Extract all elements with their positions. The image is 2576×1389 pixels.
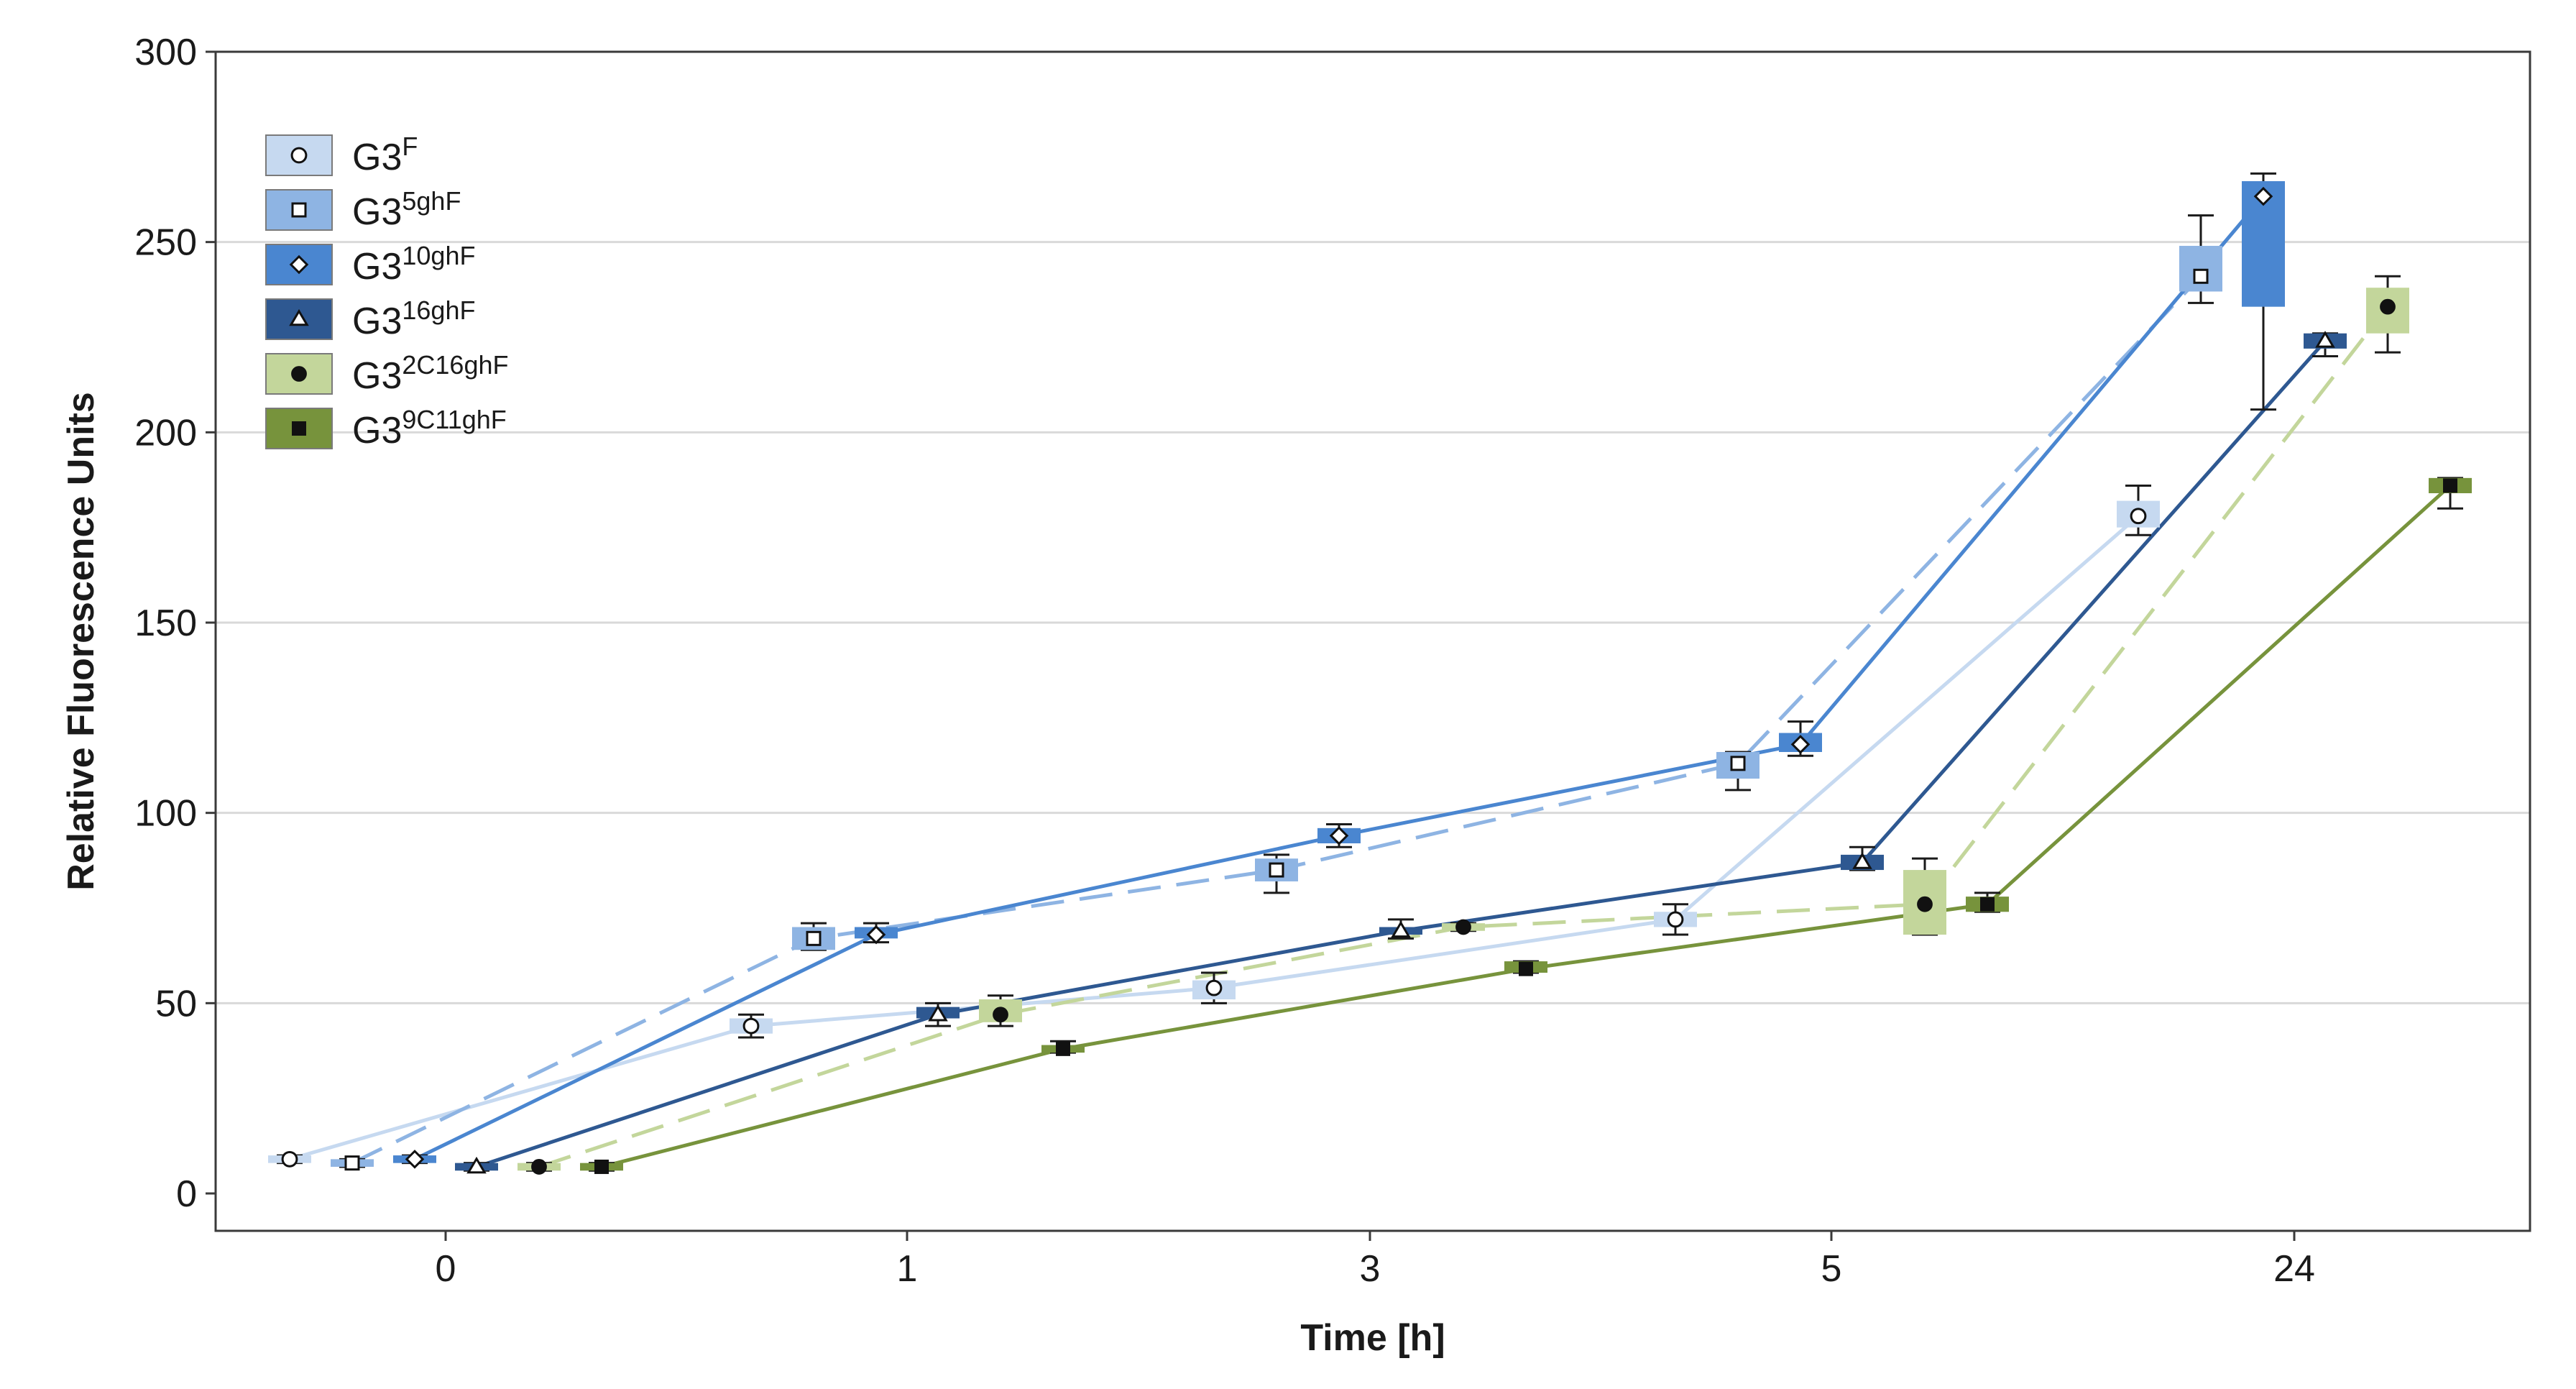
marker-10ghf-1 [866, 925, 886, 945]
series-line-9c11ghf [601, 484, 2452, 1169]
marker-2c16ghf-3 [1455, 919, 1471, 935]
marker-2c16ghf-0 [531, 1159, 547, 1175]
marker-10ghf-3 [1329, 826, 1349, 845]
y-tick-label-300: 300 [134, 32, 197, 73]
legend-marker-f [290, 147, 308, 164]
y-tick-label-150: 150 [134, 602, 197, 644]
series-boxes-16ghf [455, 331, 2347, 1174]
marker-9c11ghf-24 [2443, 478, 2457, 493]
y-axis-ticks: 0 50 100 150 200 250 300 [134, 32, 216, 1215]
marker-2c16ghf-5 [1917, 896, 1933, 912]
x-tick-label-5: 5 [1821, 1248, 1842, 1290]
legend-item-f: G3F [265, 132, 418, 178]
marker-f-5 [1667, 911, 1684, 928]
series-line-16ghf [476, 339, 2327, 1169]
y-tick-label-250: 250 [134, 222, 197, 264]
x-tick-label-24: 24 [2273, 1248, 2315, 1290]
marker-16ghf-3 [1391, 920, 1411, 938]
legend-item-9c11ghf: G39C11ghF [265, 405, 507, 451]
x-tick-label-1: 1 [897, 1248, 918, 1290]
legend-item-2c16ghf: G32C16ghF [265, 350, 508, 397]
marker-2c16ghf-1 [993, 1007, 1008, 1023]
legend: G3F G35ghF G310ghF G316ghF G32C16ghF G39C11gh… [265, 132, 508, 451]
legend-marker-10ghf [289, 255, 309, 275]
series-line-10ghf [413, 195, 2265, 1161]
series-boxes-2c16ghf [518, 275, 2409, 1175]
grid-layer [216, 241, 2530, 1004]
marker-10ghf-0 [405, 1150, 425, 1169]
marker-16ghf-5 [1852, 852, 1872, 869]
marker-9c11ghf-5 [1980, 897, 1995, 912]
marker-f-3 [1205, 979, 1223, 996]
marker-2c16ghf-24 [2380, 298, 2396, 315]
series-lines-layer [289, 195, 2452, 1169]
legend-item-16ghf: G316ghF [265, 295, 475, 342]
marker-5ghf-1 [806, 930, 822, 946]
y-tick-label-200: 200 [134, 412, 197, 454]
y-tick-label-0: 0 [176, 1173, 197, 1215]
marker-f-0 [281, 1150, 298, 1168]
marker-5ghf-0 [344, 1155, 360, 1171]
legend-label-16ghf: G316ghF [352, 295, 475, 342]
series-boxes-9c11ghf [580, 477, 2472, 1174]
legend-marker-5ghf [291, 202, 307, 218]
box-5ghf-24 [2179, 245, 2222, 292]
plot-frame [214, 50, 2531, 1232]
marker-5ghf-24 [2193, 268, 2209, 284]
series-boxes-5ghf [331, 214, 2222, 1171]
legend-label-9c11ghf: G39C11ghF [352, 405, 507, 451]
legend-label-f: G3F [352, 132, 418, 178]
marker-16ghf-24 [2315, 331, 2335, 348]
legend-item-10ghf: G310ghF [265, 241, 475, 288]
series-line-2c16ghf [538, 306, 2389, 1169]
marker-16ghf-1 [928, 1004, 948, 1022]
legend-marker-2c16ghf [291, 366, 307, 382]
series-boxes-10ghf [393, 172, 2285, 1169]
marker-10ghf-24 [2253, 186, 2273, 206]
x-axis-ticks: 0 1 3 5 24 [436, 1231, 2315, 1290]
x-tick-label-3: 3 [1360, 1248, 1381, 1290]
series-line-f [289, 514, 2140, 1161]
legend-label-2c16ghf: G32C16ghF [352, 350, 508, 397]
series-line-5ghf [351, 275, 2202, 1165]
y-axis-title: Relative Fluorescence Units [60, 392, 102, 891]
y-tick-label-100: 100 [134, 793, 197, 835]
legend-marker-16ghf [289, 308, 309, 326]
marker-16ghf-0 [466, 1156, 487, 1174]
y-tick-label-50: 50 [155, 983, 197, 1024]
marker-9c11ghf-0 [594, 1159, 609, 1174]
legend-label-10ghf: G310ghF [352, 241, 475, 288]
x-tick-label-0: 0 [436, 1248, 456, 1290]
marker-9c11ghf-1 [1056, 1041, 1070, 1056]
marker-5ghf-3 [1269, 862, 1284, 878]
x-axis-title: Time [h] [1300, 1317, 1445, 1359]
series-boxes-layer [268, 172, 2472, 1175]
legend-label-5ghf: G35ghF [352, 186, 461, 233]
marker-9c11ghf-3 [1519, 961, 1533, 976]
marker-f-24 [2130, 508, 2147, 525]
legend-item-5ghf: G35ghF [265, 186, 461, 233]
marker-5ghf-5 [1730, 756, 1746, 771]
marker-f-1 [742, 1017, 760, 1035]
marker-10ghf-5 [1790, 735, 1811, 754]
series-boxes-f [268, 484, 2160, 1168]
legend-marker-9c11ghf [292, 421, 306, 436]
